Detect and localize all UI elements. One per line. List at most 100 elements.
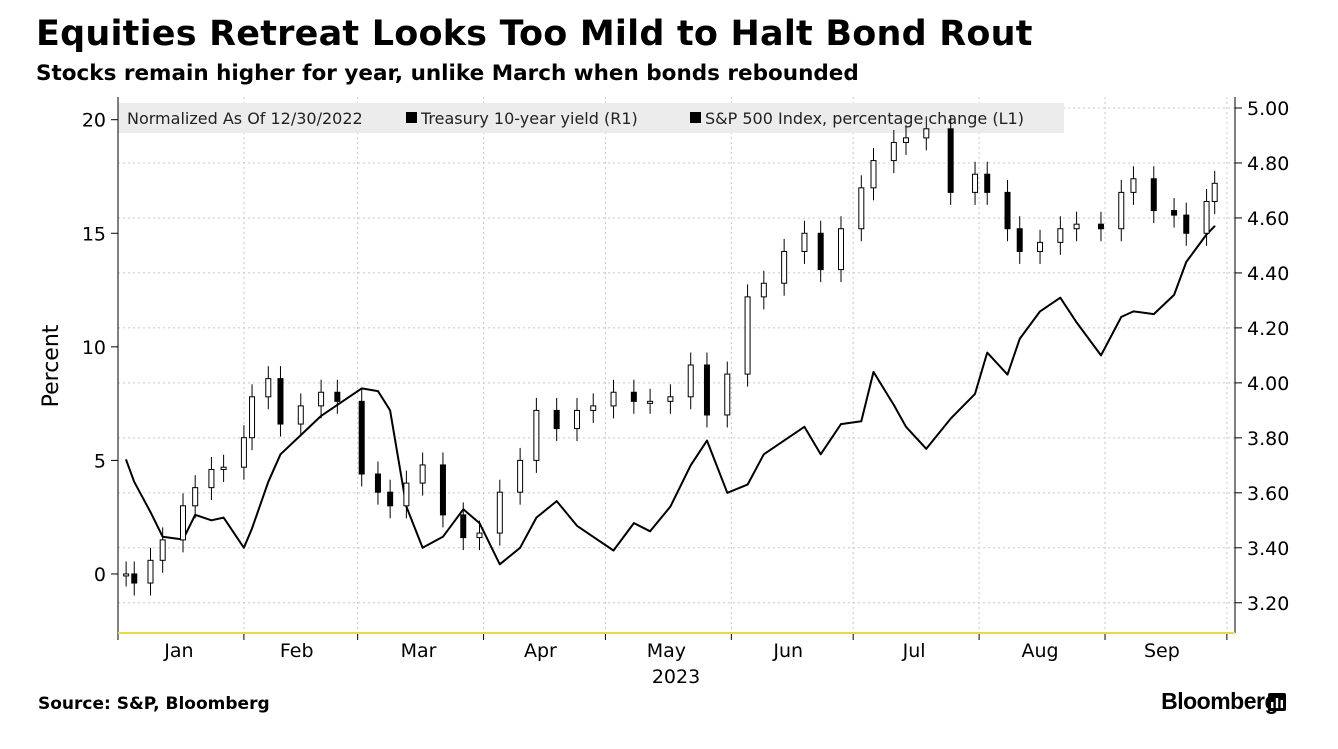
legend-entry-sp500: S&P 500 Index, percentage change (L1) [705, 109, 1024, 128]
sp500-candle-body [1037, 241, 1044, 252]
sp500-candle-body [1004, 191, 1011, 230]
y-axis-right-tick-label: 4.80 [1247, 153, 1289, 175]
y-axis-right-tick-label: 4.00 [1247, 373, 1289, 395]
treasury-yield-point [421, 546, 424, 549]
treasury-yield-point [360, 387, 363, 390]
treasury-yield-point [1213, 225, 1216, 227]
treasury-yield-point [840, 423, 842, 425]
sp500-candle-body [419, 464, 426, 484]
treasury-yield-point [210, 519, 213, 522]
treasury-yield-point [803, 426, 806, 428]
legend-header: Normalized As Of 12/30/2022 [127, 109, 363, 128]
sp500-candle-body [387, 491, 394, 507]
sp500-candle-body [1203, 200, 1210, 234]
treasury-yield-point [592, 535, 595, 538]
sp500-candle-body [460, 514, 467, 539]
sp500-candle-body [724, 373, 731, 416]
sp500-candle-body [703, 364, 710, 416]
treasury-yield-point [612, 549, 615, 552]
treasury-yield-point [763, 453, 765, 456]
treasury-yield-point [1152, 313, 1155, 315]
y-axis-right-tick-label: 4.20 [1247, 318, 1289, 340]
sp500-candle-body [496, 491, 503, 534]
treasury-yield-point [669, 505, 672, 508]
treasury-yield-point [222, 516, 225, 519]
treasury-yield-point [1006, 373, 1009, 376]
y-axis-right-tick-label: 4.40 [1247, 263, 1289, 285]
sp500-candle-body [610, 391, 617, 407]
treasury-yield-point [267, 481, 270, 483]
sp500-candle-body [220, 466, 227, 470]
treasury-yield-point [149, 511, 152, 513]
treasury-yield-point [125, 459, 127, 461]
x-axis-tick-label: Jan [163, 640, 193, 662]
sp500-candle-body [858, 187, 865, 230]
treasury-yield-point [576, 525, 578, 527]
treasury-yield-point [1075, 321, 1078, 324]
y-axis-left-tick-label: 5 [94, 450, 106, 472]
treasury-yield-point [860, 420, 863, 423]
sp500-candle-body [687, 364, 694, 398]
sp500-candle-body [297, 405, 304, 425]
sp500-candle-body [358, 400, 365, 475]
sp500-candle-body [159, 539, 166, 561]
treasury-yield-point [1132, 310, 1135, 313]
treasury-yield-point [706, 439, 708, 442]
treasury-yield-point [974, 393, 976, 395]
treasury-yield-point [243, 546, 245, 549]
treasury-yield-point [633, 522, 635, 524]
sp500-candle-body [984, 173, 991, 193]
treasury-yield-point [555, 500, 558, 502]
sp500-candle-body [647, 400, 654, 404]
sp500-candle-body [902, 137, 909, 143]
source-note: Source: S&P, Bloomberg [38, 694, 270, 714]
sp500-candle-body [947, 128, 954, 193]
sp500-candle-body [553, 409, 560, 430]
sp500-candle-body [1150, 178, 1157, 212]
sp500-candle-body [870, 160, 877, 189]
sp500-candle-body [208, 468, 215, 489]
x-axis-tick-label: Mar [401, 640, 437, 662]
treasury-yield-point [726, 492, 729, 494]
treasury-yield-point [442, 535, 444, 538]
sp500-candle-body [590, 405, 597, 411]
y-axis-right-tick-label: 3.60 [1247, 483, 1289, 505]
sp500-candle-body [131, 573, 138, 584]
treasury-yield-point [1173, 294, 1175, 296]
treasury-yield-point [519, 546, 521, 549]
sp500-candle-body [1073, 223, 1080, 230]
sp500-candle-body [403, 482, 410, 507]
treasury-yield-point [251, 527, 253, 530]
sp500-candle-body [1057, 228, 1064, 243]
sp500-candle-body [192, 487, 199, 507]
axes: 0 5 10 15 20 3.20 3.40 3.60 3.80 4.00 4.20 4.40 4.60… [82, 97, 1289, 662]
sp500-candle-body [744, 296, 751, 375]
treasury-yield-point [746, 483, 749, 486]
sp500-candle-body [630, 391, 637, 402]
legend-swatch-treasury [406, 112, 417, 123]
sp500-candle-body [838, 228, 845, 271]
legend-entry-treasury: Treasury 10-year yield (R1) [420, 109, 638, 128]
treasury-yield-point [986, 351, 989, 354]
treasury-yield-point [279, 453, 282, 456]
sp500-candle-body [781, 250, 788, 284]
sp500-candle-body [249, 396, 256, 439]
sp500-candle-body [890, 141, 897, 162]
y-axis-right-tick-label: 3.20 [1247, 593, 1289, 615]
x-axis-tick-label: Feb [280, 640, 314, 662]
x-axis-tick-label: Jun [772, 640, 803, 662]
sp500-candle-body [1016, 228, 1023, 252]
sp500-candle-body [667, 396, 674, 402]
sp500-candle-body [277, 378, 284, 425]
sp500-candle-body [760, 282, 767, 298]
sp500-candle-body [147, 559, 154, 584]
bloomberg-logo: Bloomberg [1161, 688, 1278, 714]
y-axis-right-tick-label: 3.40 [1247, 538, 1289, 560]
y-axis-left-tick-label: 10 [82, 337, 106, 359]
treasury-yield-point [893, 404, 895, 406]
treasury-yield-point [1018, 338, 1021, 340]
chart-title: Equities Retreat Looks Too Mild to Halt … [36, 14, 1033, 54]
sp500-candle-body [374, 473, 381, 493]
treasury-yield-point [499, 563, 501, 566]
x-axis-tick-label: Sep [1144, 640, 1180, 662]
